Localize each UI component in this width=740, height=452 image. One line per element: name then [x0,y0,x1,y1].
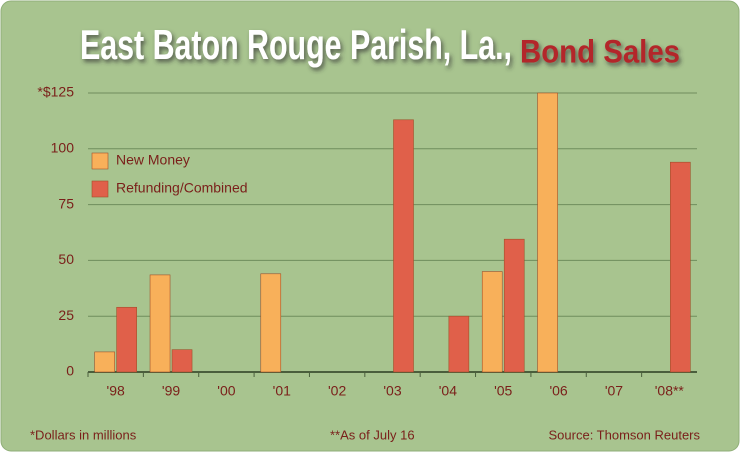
x-tick-label: '07 [605,383,623,399]
y-tick-label: 50 [58,251,74,267]
x-tick-label: '02 [328,383,346,399]
bar [149,274,171,373]
bar [503,238,525,373]
bar [481,271,503,373]
bar [448,315,470,373]
bar [670,161,691,373]
x-tick-label: '05 [494,383,512,399]
x-tick-label: '04 [439,383,457,399]
y-tick-label: 25 [58,307,74,323]
y-tick-label: 75 [58,195,74,211]
bar [94,351,115,373]
x-tick-label: '99 [162,383,180,399]
legend-swatch [91,152,109,170]
chart-title: East Baton Rouge Parish, La., [80,21,512,68]
chart-subtitle: Bond Sales [520,33,680,69]
x-tick-label: '06 [549,383,567,399]
legend-label: Refunding/Combined [116,180,248,196]
x-tick-label: '00 [217,383,235,399]
bar [116,306,137,373]
legend-swatch [91,180,109,198]
bar [537,92,558,373]
y-tick-label: 0 [66,363,74,379]
x-tick-label: '03 [383,383,401,399]
bar [260,273,282,373]
footnote: **As of July 16 [330,427,415,442]
y-tick-label: 100 [51,140,75,156]
legend-label: New Money [116,152,190,168]
x-tick-label: '98 [107,383,125,399]
x-tick-label: '08** [655,383,685,399]
bar [393,119,414,373]
bar [171,349,193,373]
footnote: *Dollars in millions [30,427,137,442]
source: Source: Thomson Reuters [549,427,701,442]
x-tick-label: '01 [273,383,291,399]
y-tick-label: *$125 [37,84,74,100]
